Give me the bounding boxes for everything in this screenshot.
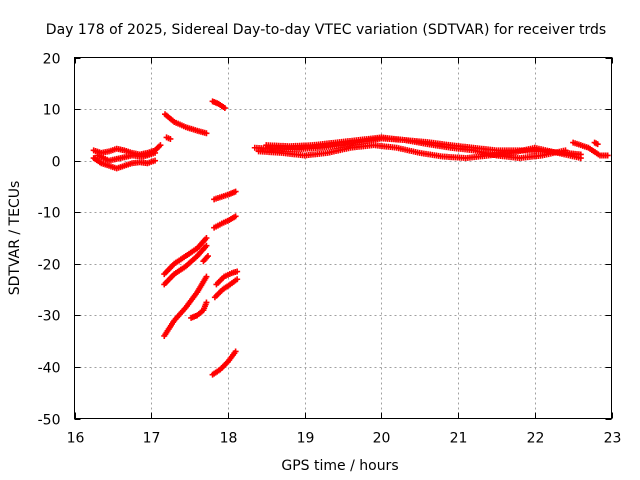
data-points bbox=[90, 98, 611, 378]
grid bbox=[74, 57, 612, 419]
data-point bbox=[232, 188, 239, 195]
x-tick-label: 23 bbox=[604, 431, 622, 447]
data-point bbox=[204, 253, 211, 260]
data-point bbox=[232, 213, 239, 220]
data-point bbox=[203, 242, 210, 249]
data-point bbox=[562, 147, 569, 154]
tick-labels: 16 17 18 19 20 21 22 23 -50 -40 -30 -20 -10 0 10 20 bbox=[38, 52, 622, 447]
axes-ticks bbox=[74, 57, 613, 420]
data-point bbox=[203, 235, 210, 241]
data-point bbox=[594, 141, 601, 148]
data-point bbox=[157, 142, 164, 149]
y-tick-label: -50 bbox=[38, 413, 61, 429]
data-point bbox=[152, 157, 159, 164]
data-point bbox=[221, 105, 228, 112]
y-axis-label: SDTVAR / TECUs bbox=[7, 181, 23, 296]
chart-title: Day 178 of 2025, Sidereal Day-to-day VTE… bbox=[46, 22, 606, 38]
data-point bbox=[234, 268, 241, 275]
x-tick-label: 18 bbox=[220, 431, 238, 447]
x-tick-label: 17 bbox=[143, 431, 161, 447]
data-point bbox=[203, 130, 210, 137]
y-tick-label: -30 bbox=[38, 309, 61, 325]
data-point bbox=[232, 348, 239, 355]
y-tick-label: 10 bbox=[43, 103, 61, 119]
data-point bbox=[203, 299, 210, 306]
y-tick-label: 20 bbox=[43, 52, 61, 68]
x-tick-label: 20 bbox=[373, 431, 391, 447]
plot-frame bbox=[74, 57, 612, 419]
y-tick-label: -10 bbox=[38, 206, 61, 222]
x-tick-label: 16 bbox=[67, 431, 85, 447]
data-point bbox=[203, 273, 210, 280]
data-point bbox=[604, 152, 611, 159]
y-tick-label: -40 bbox=[38, 361, 61, 377]
x-tick-label: 19 bbox=[297, 431, 315, 447]
data-point bbox=[167, 135, 174, 142]
x-tick-label: 21 bbox=[450, 431, 468, 447]
x-tick-label: 22 bbox=[527, 431, 545, 447]
data-point bbox=[152, 149, 159, 156]
data-point bbox=[577, 155, 584, 162]
x-axis-label: GPS time / hours bbox=[281, 458, 398, 474]
y-tick-label: 0 bbox=[52, 155, 61, 171]
y-tick-label: -20 bbox=[38, 258, 61, 274]
data-point bbox=[234, 276, 241, 283]
